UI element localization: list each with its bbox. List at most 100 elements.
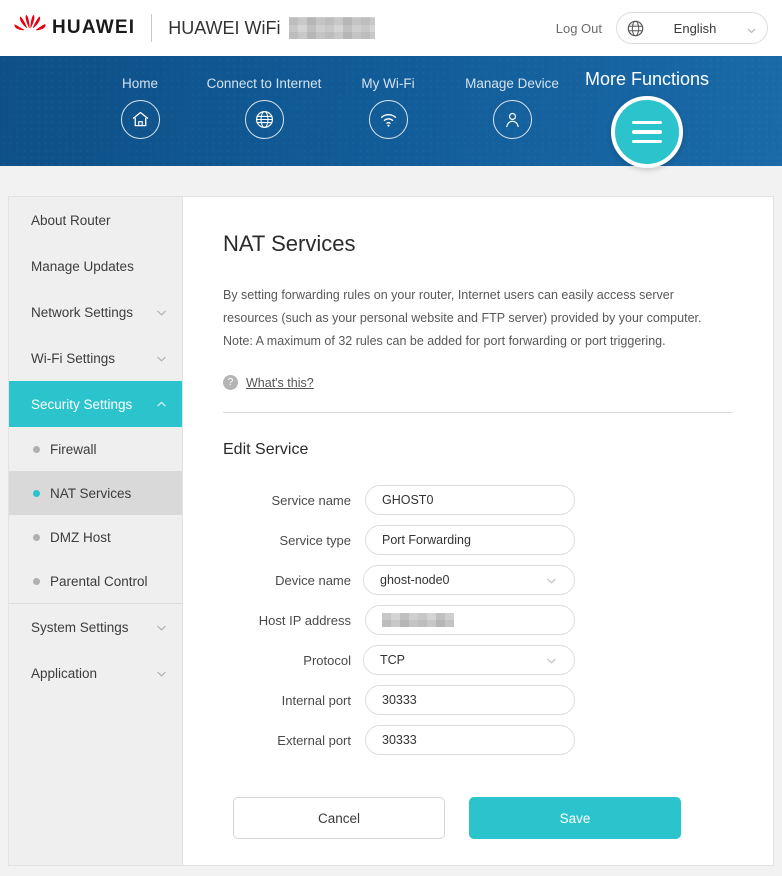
form-row-service-name: Service name GHOST0	[223, 485, 733, 516]
nav-item-more-functions[interactable]: More Functions	[574, 56, 720, 168]
external-port-input[interactable]: 30333	[365, 725, 575, 756]
huawei-flower-logo-icon	[14, 15, 46, 41]
bullet-icon-active	[33, 489, 40, 497]
home-icon	[120, 100, 160, 139]
nav-label-my-wifi: My Wi-Fi	[361, 76, 415, 91]
field-label: Service type	[279, 532, 351, 548]
field-label: External port	[277, 732, 351, 748]
device-name-select[interactable]: ghost-node0	[363, 565, 575, 596]
logout-button[interactable]: Log Out	[555, 20, 602, 36]
form-row-host-ip-address: Host IP address	[223, 605, 733, 636]
wifi-icon	[368, 100, 408, 139]
hamburger-icon[interactable]	[611, 96, 683, 168]
sidebar-item-label: System Settings	[31, 619, 129, 635]
page-title: NAT Services	[223, 231, 356, 256]
form-row-external-port: External port 30333	[223, 725, 733, 756]
sidebar-item-label: Application	[31, 665, 98, 681]
protocol-value: TCP	[380, 653, 405, 668]
sidebar-divider	[9, 603, 182, 604]
bullet-icon	[33, 577, 40, 585]
field-label: Device name	[275, 572, 351, 588]
sidebar-item-firewall[interactable]: Firewall	[9, 427, 182, 471]
hamburger-bars	[632, 120, 662, 144]
form-row-service-type: Service type Port Forwarding	[223, 525, 733, 556]
host-ip-redaction	[382, 613, 454, 628]
huawei-wordmark: HUAWEI	[52, 17, 136, 38]
header-divider	[151, 14, 153, 42]
sidebar-item-wifi-settings[interactable]: Wi-Fi Settings	[9, 335, 182, 381]
chevron-down-icon	[155, 667, 168, 680]
device-name-value: ghost-node0	[380, 573, 450, 588]
save-button[interactable]: Save	[469, 797, 681, 840]
language-value: English	[673, 20, 717, 36]
bullet-icon	[33, 445, 40, 453]
sidebar: About Router Manage Updates Network Sett…	[8, 196, 182, 866]
sidebar-item-label: Firewall	[50, 441, 97, 457]
chevron-down-icon	[545, 654, 558, 667]
whats-this-label: What's this?	[246, 375, 314, 390]
form-actions: Cancel Save	[223, 797, 733, 840]
sidebar-item-about-router[interactable]: About Router	[9, 197, 182, 243]
nav-label-home: Home	[121, 76, 158, 91]
nav-item-manage-device[interactable]: Manage Device	[450, 56, 574, 139]
section-title-edit-service: Edit Service	[223, 441, 309, 459]
page-description: By setting forwarding rules on your rout…	[223, 288, 702, 349]
sidebar-item-label: Security Settings	[31, 396, 133, 412]
sidebar-item-parental-control[interactable]: Parental Control	[9, 559, 182, 603]
whats-this-link[interactable]: ? What's this?	[223, 375, 733, 391]
form-row-internal-port: Internal port 30333	[223, 685, 733, 716]
globe-icon	[627, 20, 644, 37]
app-header: HUAWEI HUAWEI WiFi Log Out English	[0, 0, 782, 56]
nav-item-connect-to-internet[interactable]: Connect to Internet	[202, 56, 326, 139]
chevron-down-icon	[545, 574, 558, 587]
sidebar-item-application[interactable]: Application	[9, 650, 182, 696]
nav-item-home[interactable]: Home	[78, 56, 202, 139]
sidebar-item-label: NAT Services	[50, 485, 132, 501]
main-content: NAT Services By setting forwarding rules…	[182, 196, 774, 866]
chevron-down-icon	[155, 306, 168, 319]
sidebar-item-label: DMZ Host	[50, 529, 111, 545]
page-body: About Router Manage Updates Network Sett…	[0, 166, 782, 866]
sidebar-item-label: Network Settings	[31, 304, 134, 320]
service-name-input[interactable]: GHOST0	[365, 485, 575, 516]
language-selector[interactable]: English	[616, 12, 768, 44]
bullet-icon	[33, 533, 40, 541]
field-label: Internal port	[281, 692, 351, 708]
primary-navbar: Home Connect to Internet My Wi-Fi	[0, 56, 782, 168]
edit-service-form: Service name GHOST0 Service type Port Fo…	[223, 485, 733, 756]
nav-label-connect-to-internet: Connect to Internet	[206, 76, 322, 91]
sidebar-item-system-settings[interactable]: System Settings	[9, 604, 182, 650]
chevron-up-icon	[155, 398, 168, 411]
protocol-select[interactable]: TCP	[363, 645, 575, 676]
nav-item-my-wifi[interactable]: My Wi-Fi	[326, 56, 450, 139]
cancel-button[interactable]: Cancel	[233, 797, 445, 840]
host-ip-address-input[interactable]	[365, 605, 575, 636]
sidebar-item-label: About Router	[31, 212, 111, 228]
nav-label-more-functions: More Functions	[584, 69, 710, 89]
field-label: Protocol	[303, 652, 351, 668]
service-type-input[interactable]: Port Forwarding	[365, 525, 575, 556]
sidebar-item-security-settings[interactable]: Security Settings	[9, 381, 182, 427]
field-label: Host IP address	[258, 612, 351, 628]
sidebar-item-network-settings[interactable]: Network Settings	[9, 289, 182, 335]
sidebar-item-dmz-host[interactable]: DMZ Host	[9, 515, 182, 559]
question-mark-icon: ?	[223, 375, 238, 391]
user-icon	[492, 100, 532, 139]
sidebar-item-nat-services[interactable]: NAT Services	[9, 471, 182, 515]
chevron-down-icon	[155, 621, 168, 634]
brand: HUAWEI	[14, 15, 135, 41]
internal-port-input[interactable]: 30333	[365, 685, 575, 716]
sidebar-item-manage-updates[interactable]: Manage Updates	[9, 243, 182, 289]
globe-icon	[244, 100, 284, 139]
device-title: HUAWEI WiFi	[168, 17, 375, 39]
sidebar-item-label: Parental Control	[50, 573, 148, 589]
section-divider	[223, 412, 733, 414]
form-row-protocol: Protocol TCP	[223, 645, 733, 676]
chevron-down-icon	[746, 23, 757, 34]
chevron-down-icon	[155, 352, 168, 365]
device-title-text: HUAWEI WiFi	[168, 17, 281, 38]
field-label: Service name	[271, 492, 351, 508]
sidebar-item-label: Wi-Fi Settings	[31, 350, 116, 366]
nav-label-manage-device: Manage Device	[465, 76, 559, 91]
form-row-device-name: Device name ghost-node0	[223, 565, 733, 596]
